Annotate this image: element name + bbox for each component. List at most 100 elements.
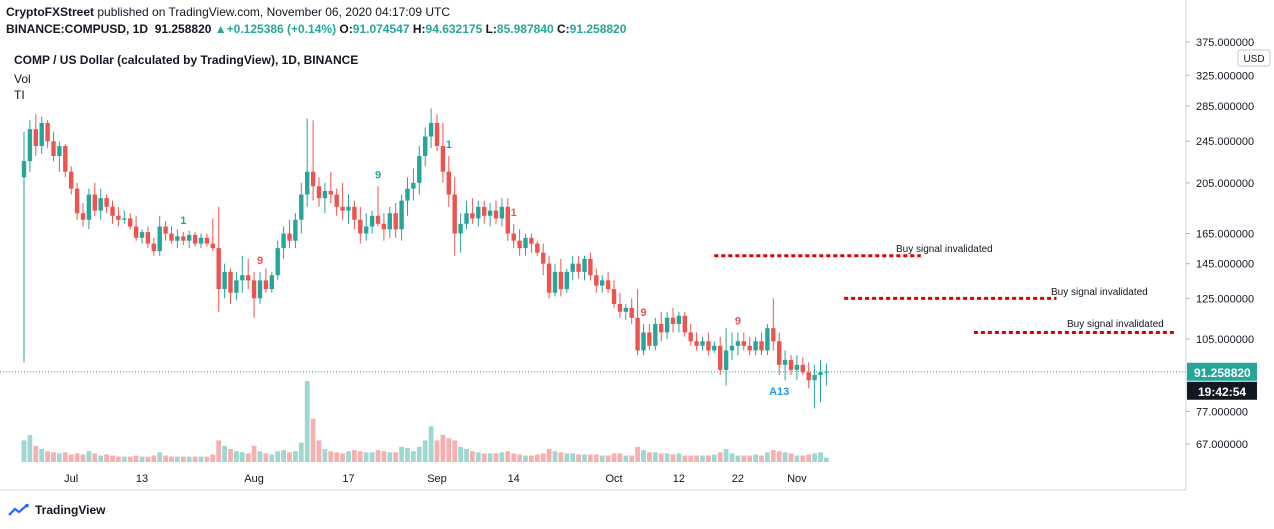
chart-title: COMP / US Dollar (calculated by TradingV… bbox=[14, 53, 359, 67]
volume-bar bbox=[145, 456, 151, 462]
volume-bar bbox=[316, 440, 322, 462]
volume-bar bbox=[298, 442, 304, 462]
change-arrow-icon: ▲ bbox=[214, 22, 227, 36]
y-tick-label: 375.000000 bbox=[1196, 37, 1254, 49]
candle-body bbox=[529, 237, 534, 244]
volume-bar bbox=[812, 453, 817, 462]
td-marker: 1 bbox=[180, 215, 186, 227]
volume-bar bbox=[104, 454, 109, 462]
volume-bar bbox=[45, 451, 50, 462]
candle-body bbox=[51, 141, 56, 156]
ti-indicator-label[interactable]: TI bbox=[14, 88, 25, 102]
volume-bar bbox=[275, 451, 281, 462]
candle-body bbox=[210, 243, 215, 249]
volume-bar bbox=[635, 446, 640, 462]
close-label: C: bbox=[557, 22, 570, 36]
candle-body bbox=[299, 194, 304, 220]
candle-body bbox=[175, 236, 180, 241]
candle-body bbox=[204, 237, 210, 244]
volume-bar bbox=[700, 455, 705, 462]
volume-bar bbox=[281, 450, 286, 462]
ohlc-line: BINANCE:COMPUSD, 1D 91.258820 ▲+0.125386… bbox=[6, 22, 626, 36]
candle-body bbox=[588, 258, 593, 276]
candle-body bbox=[216, 248, 221, 290]
td-marker: 1 bbox=[446, 139, 452, 151]
volume-bar bbox=[664, 453, 670, 462]
volume-bar bbox=[251, 445, 257, 462]
candle-body bbox=[605, 280, 611, 290]
candle-body bbox=[281, 233, 286, 249]
x-tick-label: 22 bbox=[732, 473, 744, 485]
candle-body bbox=[800, 364, 805, 373]
volume-bar bbox=[139, 456, 145, 462]
td-marker: 9 bbox=[257, 255, 263, 267]
candle-body bbox=[269, 275, 274, 290]
x-tick-label: Aug bbox=[244, 473, 264, 485]
candle-body bbox=[69, 171, 74, 189]
volume-bar bbox=[304, 381, 310, 462]
candle-body bbox=[92, 194, 97, 211]
candle-body bbox=[635, 317, 640, 351]
volume-bar bbox=[328, 451, 334, 462]
currency-badge: USD bbox=[1237, 49, 1271, 67]
y-tick-label: 245.000000 bbox=[1196, 136, 1254, 148]
volume-bar bbox=[658, 453, 664, 462]
volume-bar bbox=[794, 455, 800, 462]
volume-bar bbox=[735, 455, 741, 462]
volume-bar bbox=[564, 453, 570, 462]
volume-bar bbox=[340, 453, 345, 462]
volume-bar bbox=[363, 452, 369, 462]
tradingview-logo[interactable]: TradingView bbox=[8, 503, 105, 517]
publisher-name: CryptoFXStreet bbox=[6, 5, 95, 19]
x-tick-label: Oct bbox=[605, 473, 622, 485]
volume-bar bbox=[74, 453, 80, 462]
volume-bar bbox=[588, 454, 593, 462]
candle-body bbox=[310, 171, 316, 187]
candle-body bbox=[700, 341, 705, 346]
candle-body bbox=[718, 345, 723, 370]
volume-bar bbox=[169, 456, 174, 462]
tradingview-logo-text: TradingView bbox=[35, 503, 106, 517]
volume-bar bbox=[80, 454, 86, 462]
current-price-label: 91.258820 19:42:54 bbox=[1187, 362, 1257, 400]
volume-bar bbox=[116, 456, 121, 462]
volume-bar bbox=[352, 450, 357, 462]
volume-bar bbox=[127, 456, 133, 462]
candle-body bbox=[759, 341, 764, 351]
signal-annotation: Buy signal invalidated bbox=[896, 244, 993, 255]
x-tick-label: 14 bbox=[508, 473, 520, 485]
candle-body bbox=[729, 345, 735, 351]
candle-body bbox=[806, 372, 811, 381]
y-tick-label: 205.000000 bbox=[1196, 178, 1254, 190]
volume-bar bbox=[51, 452, 56, 462]
candle-body bbox=[364, 226, 369, 234]
candle-body bbox=[139, 232, 145, 238]
current-price-text: 91.258820 bbox=[1194, 366, 1251, 380]
open-value: 91.074547 bbox=[352, 22, 410, 36]
candle-body bbox=[517, 240, 522, 249]
volume-bar bbox=[782, 452, 788, 462]
volume-bar bbox=[741, 455, 747, 462]
volume-bar bbox=[27, 435, 33, 462]
candle-body bbox=[122, 218, 127, 220]
candle-body bbox=[151, 243, 156, 252]
candle-body bbox=[765, 328, 770, 351]
volume-bar bbox=[540, 453, 546, 462]
volume-bar bbox=[163, 455, 168, 462]
candle-body bbox=[617, 303, 623, 312]
candle-body bbox=[293, 219, 298, 241]
candle-body bbox=[552, 271, 558, 293]
volume-bar bbox=[593, 454, 599, 462]
candle-body bbox=[706, 341, 711, 351]
candle-body bbox=[110, 206, 115, 216]
candle-body bbox=[611, 289, 617, 304]
y-tick-label: 325.000000 bbox=[1196, 70, 1254, 82]
volume-indicator-label[interactable]: Vol bbox=[14, 72, 31, 86]
candle-body bbox=[670, 317, 676, 324]
volume-bar bbox=[487, 453, 493, 462]
candle-body bbox=[558, 271, 564, 290]
candle-body bbox=[511, 233, 516, 241]
volume-bar bbox=[192, 456, 198, 462]
volume-bar bbox=[747, 455, 753, 462]
